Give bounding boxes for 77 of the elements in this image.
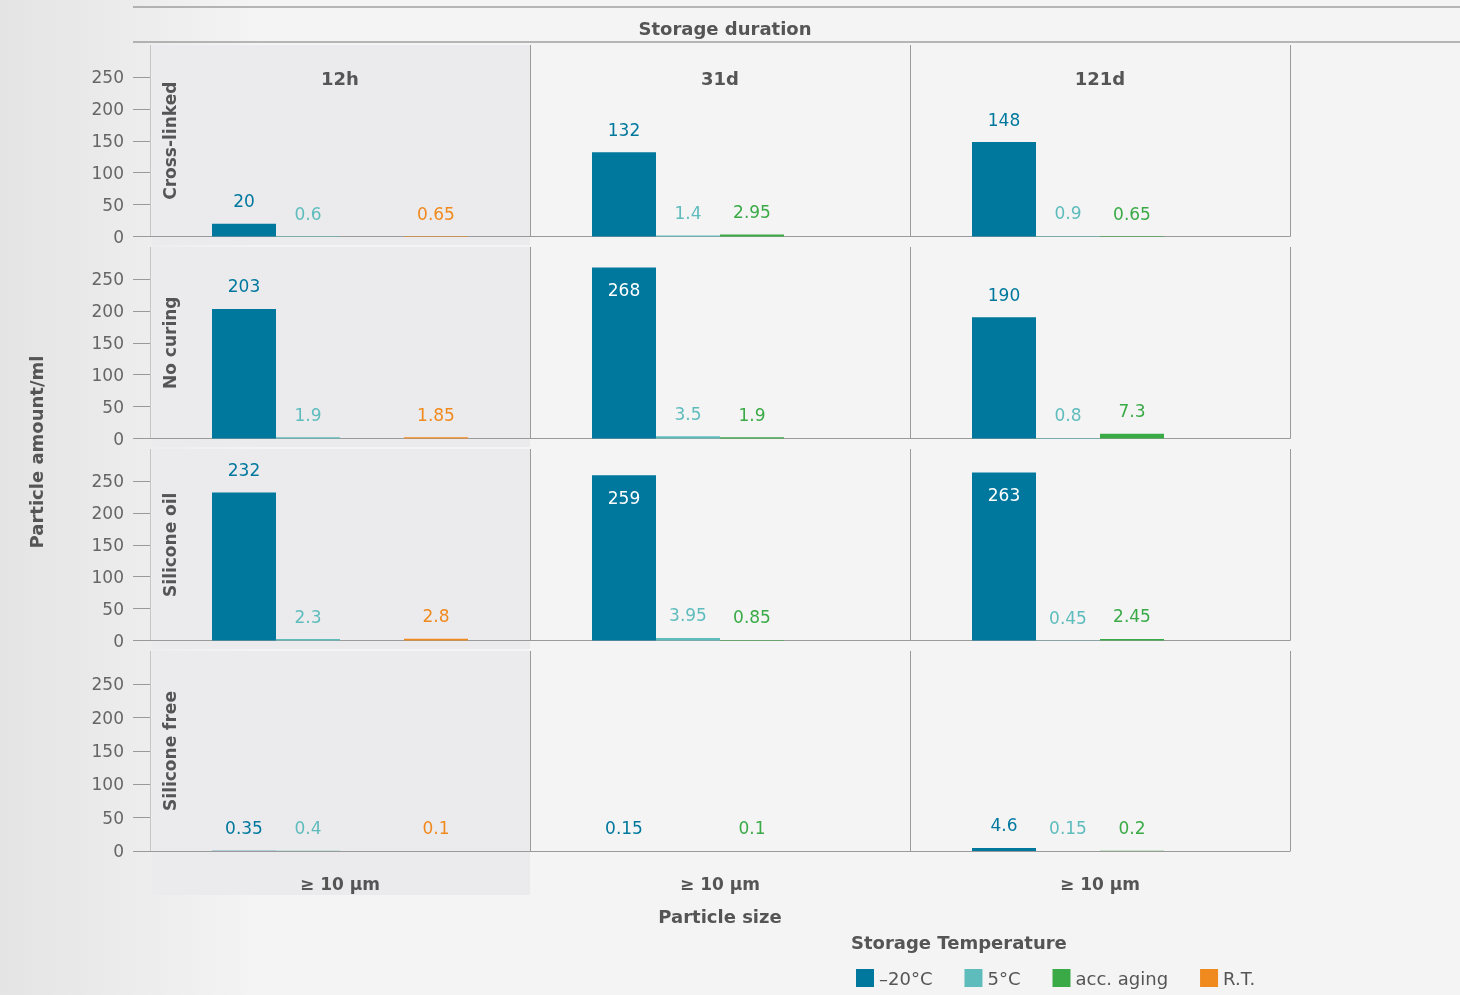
y-tick-label: 50 xyxy=(102,807,124,828)
y-axis-title: No curing xyxy=(159,296,180,389)
y-axis-title: Silicone oil xyxy=(159,492,180,597)
y-tick-label: 150 xyxy=(91,332,124,353)
y-tick-label: 0 xyxy=(113,428,124,449)
text: Particle amount/ml xyxy=(25,355,47,549)
y-tick-label: 250 xyxy=(91,66,124,87)
data-label: 203 xyxy=(227,276,261,297)
x-tick-label: ≥ 10 µm xyxy=(680,873,760,894)
data-label: 0.65 xyxy=(417,203,455,224)
y-tick-label: 0 xyxy=(113,630,124,651)
data-label: 1.9 xyxy=(738,404,766,425)
x-tick-label: ≥ 10 µm xyxy=(1060,873,1140,894)
data-label: 2.3 xyxy=(294,606,322,627)
annotation: 31d xyxy=(701,67,739,89)
y-tick-label: 150 xyxy=(91,130,124,151)
data-label: 259 xyxy=(607,487,641,508)
data-label: 263 xyxy=(987,485,1021,506)
data-label: 7.3 xyxy=(1118,401,1146,422)
data-label: 0.15 xyxy=(1049,818,1087,839)
data-label: 232 xyxy=(227,459,261,480)
y-tick-label: 150 xyxy=(91,534,124,555)
text: Storage duration xyxy=(638,17,812,39)
legend-label: R.T. xyxy=(1223,967,1256,989)
y-tick-label: 150 xyxy=(91,741,124,761)
annotation: 12h xyxy=(321,67,359,89)
y-axis-title: Silicone free xyxy=(159,691,180,811)
y-tick-label: 200 xyxy=(91,98,124,119)
y-tick-label: 250 xyxy=(91,470,124,491)
y-tick-label: 250 xyxy=(91,674,124,695)
data-label: 1.9 xyxy=(294,404,322,425)
y-tick-label: 50 xyxy=(102,194,124,215)
y-tick-label: 50 xyxy=(102,598,124,619)
data-label: 2.45 xyxy=(1113,606,1151,627)
data-label: 0.45 xyxy=(1049,607,1087,628)
legend-label: acc. aging xyxy=(1075,967,1169,989)
data-label: 1.85 xyxy=(417,404,455,425)
data-label: 268 xyxy=(607,279,641,300)
data-label: 4.6 xyxy=(990,815,1018,836)
data-label: 20 xyxy=(233,191,255,212)
data-label: 3.5 xyxy=(674,403,702,424)
data-label: 0.1 xyxy=(422,818,450,839)
y-tick-label: 200 xyxy=(91,502,124,523)
legend-label: –20°C xyxy=(879,967,933,989)
data-label: 148 xyxy=(987,109,1021,130)
y-tick-label: 100 xyxy=(91,774,124,795)
data-label: 2.8 xyxy=(422,606,450,627)
x-tick-label: ≥ 10 µm xyxy=(300,873,380,894)
data-label: 2.95 xyxy=(733,202,771,223)
data-label: 0.9 xyxy=(1054,203,1082,224)
y-tick-label: 50 xyxy=(102,396,124,417)
data-label: 1.4 xyxy=(674,203,702,224)
annotation: 121d xyxy=(1074,67,1126,89)
data-label: 0.35 xyxy=(225,818,263,839)
text: Particle size xyxy=(658,905,782,927)
y-axis-title: Cross-linked xyxy=(159,81,180,200)
data-label: 0.85 xyxy=(733,607,771,628)
data-label: 190 xyxy=(987,284,1021,305)
data-label: 0.1 xyxy=(738,818,766,839)
y-tick-label: 100 xyxy=(91,566,124,587)
y-tick-label: 100 xyxy=(91,364,124,385)
data-label: 0.15 xyxy=(605,818,643,839)
data-label: 3.95 xyxy=(669,605,707,626)
data-label: 132 xyxy=(607,119,641,140)
data-label: 0.65 xyxy=(1113,203,1151,224)
y-tick-label: 0 xyxy=(113,226,124,247)
y-tick-label: 200 xyxy=(91,707,124,728)
y-tick-label: 100 xyxy=(91,162,124,183)
data-label: 0.6 xyxy=(294,203,322,224)
data-label: 0.4 xyxy=(294,818,322,839)
legend-label: 5°C xyxy=(987,967,1021,989)
legend-title: Storage Temperature xyxy=(851,931,1067,953)
y-tick-label: 200 xyxy=(91,300,124,321)
data-label: 0.8 xyxy=(1054,405,1082,426)
y-tick-label: 250 xyxy=(91,268,124,289)
y-tick-label: 0 xyxy=(113,841,124,861)
data-label: 0.2 xyxy=(1118,818,1146,839)
